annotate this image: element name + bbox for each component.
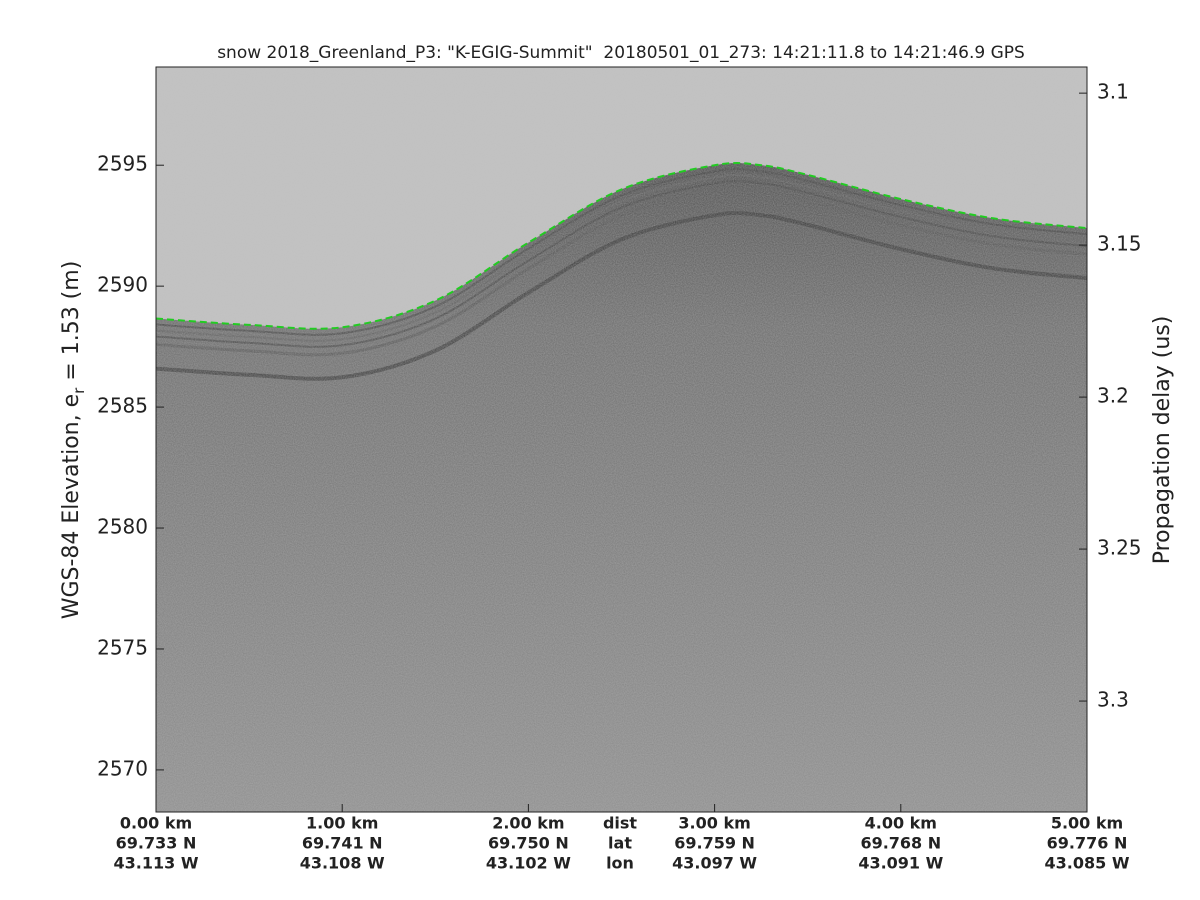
x-tick-lat: 69.759 N — [674, 834, 755, 853]
plot-area — [156, 67, 1087, 812]
surface-line — [156, 162, 1087, 330]
chart-title: snow 2018_Greenland_P3: "K-EGIG-Summit" … — [217, 43, 1025, 63]
x-tick-lat: 69.750 N — [488, 834, 569, 853]
y-tick-label: 2595 — [97, 152, 148, 176]
x-tick-lon: 43.097 W — [672, 854, 757, 873]
x-tick-lat: 69.768 N — [860, 834, 941, 853]
y2-axis-label: Propagation delay (us) — [1150, 316, 1175, 565]
y-axis-label-subscript: r — [70, 387, 88, 394]
plot-frame — [155, 66, 1088, 813]
x-tick-lat: 69.733 N — [116, 834, 197, 853]
y2-tick-label: 3.25 — [1097, 536, 1142, 560]
y2-tick-label: 3.1 — [1097, 80, 1129, 104]
y-axis-label-text: WGS-84 Elevation, e — [59, 394, 84, 619]
y2-tick-label: 3.3 — [1097, 688, 1129, 712]
y-tick-label: 2570 — [97, 756, 148, 780]
x-tick-lon: 43.091 W — [858, 854, 943, 873]
x-tick-label: 0.00 km — [120, 814, 192, 833]
x-tick-lon: 43.085 W — [1045, 854, 1130, 873]
x-tick-label: 5.00 km — [1051, 814, 1123, 833]
y-tick-label: 2580 — [97, 515, 148, 539]
row-label: lon — [606, 854, 634, 873]
speckle — [156, 67, 1087, 812]
x-tick-lon: 43.108 W — [300, 854, 385, 873]
x-tick-label: 4.00 km — [865, 814, 937, 833]
y-tick-label: 2585 — [97, 394, 148, 418]
x-tick-label: 3.00 km — [678, 814, 750, 833]
y-tick-label: 2590 — [97, 273, 148, 297]
y-axis-label: WGS-84 Elevation, er = 1.53 (m) — [59, 261, 88, 620]
x-tick-lat: 69.741 N — [302, 834, 383, 853]
x-tick-lat: 69.776 N — [1047, 834, 1128, 853]
x-tick-label: 1.00 km — [306, 814, 378, 833]
y-tick-label: 2575 — [97, 635, 148, 659]
row-label: dist — [603, 814, 637, 833]
x-tick-lon: 43.113 W — [114, 854, 199, 873]
y2-tick-label: 3.2 — [1097, 384, 1129, 408]
y-axis-label-after: = 1.53 (m) — [59, 261, 84, 388]
x-tick-label: 2.00 km — [492, 814, 564, 833]
x-tick-lon: 43.102 W — [486, 854, 571, 873]
row-label: lat — [608, 834, 632, 853]
y2-tick-label: 3.15 — [1097, 232, 1142, 256]
